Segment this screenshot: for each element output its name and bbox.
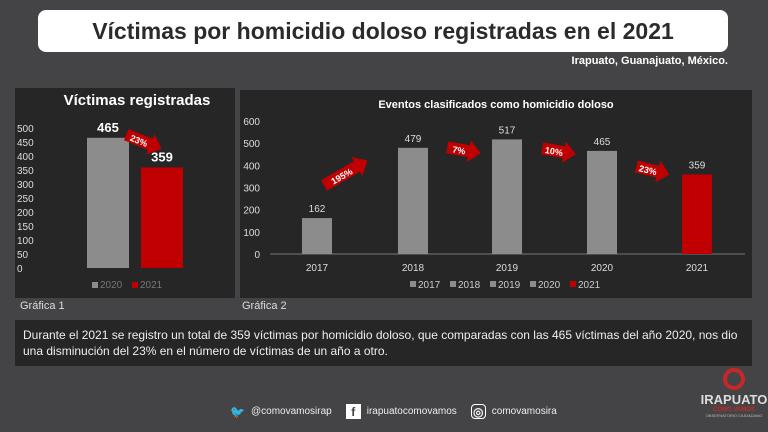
change-arrow-1: 7% (446, 140, 481, 163)
legend-swatch (530, 281, 536, 287)
data-label: 359 (151, 149, 173, 164)
twitter-icon[interactable]: 🐦 (230, 404, 245, 419)
social-footer: 🐦 @comovamosirap f irapuatocomovamos ◎ c… (230, 404, 557, 419)
y-tick-label: 400 (17, 152, 34, 163)
bar-2021 (682, 174, 712, 254)
logo-name: IRAPUATO (700, 392, 768, 407)
x-tick-label: 2018 (402, 263, 425, 274)
legend-swatch (490, 281, 496, 287)
change-arrow-3-label: 23% (638, 163, 658, 177)
legend-swatch (570, 281, 576, 287)
change-arrow-label: 23% (129, 133, 149, 149)
chart2: Eventos clasificados como homicidio dolo… (243, 99, 745, 291)
bar-2020 (587, 150, 617, 254)
legend-label: 2018 (458, 280, 481, 291)
chart1-caption: Gráfica 1 (20, 300, 65, 312)
legend-label: 2019 (498, 280, 521, 291)
chart2-panel: Eventos clasificados como homicidio dolo… (240, 90, 752, 298)
legend-swatch (92, 282, 98, 288)
y-tick-label: 450 (17, 138, 34, 149)
bar-2020 (87, 137, 129, 268)
legend-swatch (450, 281, 456, 287)
page-title: Víctimas por homicidio doloso registrada… (92, 17, 674, 44)
chart1-title: Víctimas registradas (64, 92, 211, 109)
legend-swatch (132, 282, 138, 288)
bar-2019 (492, 139, 522, 254)
data-label: 359 (689, 160, 706, 171)
facebook-icon[interactable]: f (345, 404, 361, 419)
legend-swatch (410, 281, 416, 287)
y-tick-label: 0 (17, 264, 23, 275)
y-tick-label: 250 (17, 194, 34, 205)
data-label: 465 (594, 137, 611, 148)
y-tick-label: 300 (17, 180, 34, 191)
twitter-handle[interactable]: @comovamosirap (251, 406, 332, 417)
chart1-panel: Víctimas registradas 0 50 100 150 200 250 300 35… (15, 88, 235, 298)
change-arrow-0: 195% (321, 156, 368, 191)
change-arrow-1-label: 7% (452, 144, 467, 156)
summary-text: Durante el 2021 se registro un total de … (15, 320, 752, 366)
chart1: Víctimas registradas 0 50 100 150 200 250 300 35… (17, 92, 211, 291)
change-arrow-2-shape (541, 141, 576, 164)
x-tick-label: 2020 (591, 263, 614, 274)
location-label: Irapuato, Guanajuato, México. (571, 55, 728, 67)
y-tick-label: 350 (17, 166, 34, 177)
facebook-handle[interactable]: irapuatocomovamos (366, 406, 457, 417)
y-tick-label: 50 (17, 250, 29, 261)
legend-label: 2020 (538, 280, 561, 291)
logo-sub: OBSERVATORIO CIUDADANO (705, 413, 763, 418)
bar-2017 (302, 218, 332, 254)
bar-2021 (141, 167, 183, 268)
instagram-icon[interactable]: ◎ (470, 404, 486, 419)
y-tick-label: 500 (243, 139, 260, 150)
change-arrow-1-shape (446, 140, 481, 163)
instagram-handle[interactable]: comovamosira (491, 406, 557, 417)
data-label: 517 (499, 125, 516, 136)
page-title-box: Víctimas por homicidio doloso registrada… (38, 10, 728, 52)
y-tick-label: 300 (243, 184, 260, 195)
legend-label: 2021 (140, 280, 163, 291)
x-tick-label: 2019 (496, 263, 519, 274)
x-tick-label: 2021 (686, 263, 709, 274)
y-tick-label: 600 (243, 117, 260, 128)
data-label: 479 (405, 134, 422, 145)
legend-label: 2020 (100, 280, 123, 291)
chart2-caption: Gráfica 2 (242, 300, 287, 312)
change-arrow-2: 10% (541, 141, 576, 164)
change-arrow-shape (123, 129, 162, 155)
change-arrow-2-label: 10% (544, 145, 563, 158)
logo-mark-icon (723, 368, 745, 390)
logo-tagline: CÓMO VAMOS (713, 407, 755, 413)
y-tick-label: 200 (243, 206, 260, 217)
y-tick-label: 100 (17, 236, 34, 247)
legend-label: 2017 (418, 280, 441, 291)
y-tick-label: 100 (243, 228, 260, 239)
y-tick-label: 150 (17, 222, 34, 233)
legend-label: 2021 (578, 280, 601, 291)
chart2-title: Eventos clasificados como homicidio dolo… (378, 99, 614, 111)
x-tick-label: 2017 (306, 263, 329, 274)
y-tick-label: 0 (254, 250, 260, 261)
logo: IRAPUATO CÓMO VAMOS OBSERVATORIO CIUDADA… (700, 368, 768, 418)
change-arrow-0-shape (321, 156, 368, 191)
y-tick-label: 500 (17, 124, 34, 135)
data-label: 465 (97, 120, 119, 135)
change-arrow-3: 23% (634, 160, 670, 183)
change-arrow-3-shape (634, 160, 670, 183)
y-tick-label: 200 (17, 208, 34, 219)
bar-2018 (398, 147, 428, 254)
y-tick-label: 400 (243, 161, 260, 172)
data-label: 162 (309, 204, 326, 215)
